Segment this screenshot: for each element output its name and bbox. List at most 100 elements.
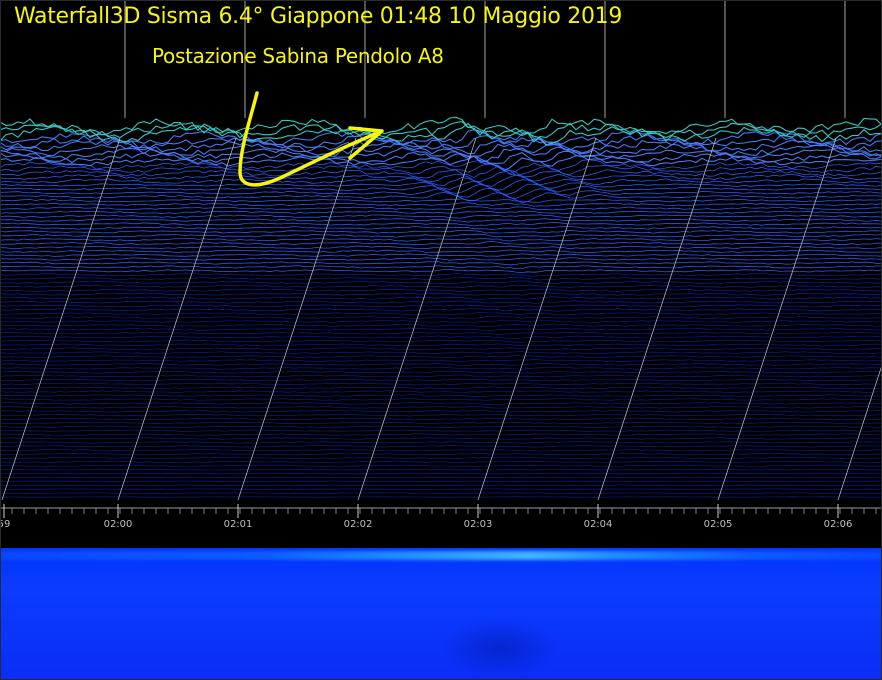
waterfall-trace (0, 229, 882, 234)
tick-label: 02:06 (823, 519, 853, 530)
waterfall-trace (0, 425, 882, 429)
waterfall-trace (0, 188, 882, 199)
spectrogram-band (0, 551, 882, 560)
waterfall-trace (0, 496, 882, 498)
waterfall-trace (0, 327, 882, 332)
waterfall-trace (0, 122, 882, 146)
waterfall-trace (0, 304, 882, 308)
waterfall-trace (0, 159, 882, 175)
waterfall-trace (0, 460, 882, 464)
waterfall-trace (0, 308, 882, 312)
waterfall-trace (0, 402, 882, 405)
waterfall-trace (0, 210, 882, 215)
waterfall-trace (0, 382, 882, 386)
waterfall-trace (0, 241, 882, 246)
waterfall-trace (0, 218, 882, 223)
waterfall-trace (0, 331, 882, 335)
waterfall-trace (0, 269, 882, 273)
waterfall-trace (0, 445, 882, 448)
spectrogram-panel (0, 548, 882, 680)
waterfall-trace (0, 355, 882, 359)
chart-title: Waterfall3D Sisma 6.4° Giappone 01:48 10… (14, 4, 623, 29)
waterfall-trace (0, 370, 882, 374)
time-grid-line (237, 137, 357, 501)
waterfall-trace (0, 492, 882, 494)
waterfall-trace (0, 165, 882, 179)
waterfall-trace (0, 276, 882, 281)
waterfall-trace (0, 358, 882, 363)
waterfall-trace (0, 253, 882, 257)
time-grid-line (597, 137, 717, 501)
waterfall-trace (0, 386, 882, 390)
spectrogram-shadow (440, 618, 560, 678)
waterfall-trace (0, 300, 882, 304)
waterfall-trace (0, 129, 882, 146)
tick-label: 02:04 (583, 519, 613, 530)
waterfall-3d-plot (0, 0, 882, 501)
time-grid-line (1, 137, 121, 501)
tick-label: 02:02 (343, 519, 373, 530)
vertical-grid-lines (124, 0, 846, 118)
waterfall-trace (0, 406, 882, 409)
time-grid-line (837, 363, 882, 501)
waterfall-trace (0, 146, 882, 163)
waterfall-trace (0, 347, 882, 351)
waterfall-trace (0, 134, 882, 151)
waterfall-trace (0, 429, 882, 432)
waterfall-trace (0, 265, 882, 270)
waterfall-trace (0, 366, 882, 370)
waterfall-trace (0, 121, 882, 143)
waterfall-trace (0, 456, 882, 460)
hand-drawn-arrow-icon (238, 91, 384, 187)
time-grid-line (477, 137, 597, 501)
waterfall-trace (0, 245, 882, 250)
waterfall-trace (0, 351, 882, 355)
waterfall-trace (0, 452, 882, 456)
waterfall-trace (0, 288, 882, 293)
waterfall-trace (0, 238, 882, 242)
waterfall-trace (0, 222, 882, 227)
waterfall-trace (0, 421, 882, 425)
chart-subtitle: Postazione Sabina Pendolo A8 (152, 44, 444, 68)
waterfall-trace (0, 488, 882, 490)
waterfall-trace (0, 249, 882, 253)
waterfall-trace (0, 323, 882, 328)
tick-label: 59 (0, 519, 11, 530)
waterfall-trace (0, 284, 882, 289)
time-axis: 59 02:00 02:01 02:02 02:03 02:04 02:05 0… (0, 500, 882, 548)
waterfall-trace (0, 169, 882, 183)
waterfall-trace (0, 448, 882, 452)
waterfall-trace (0, 394, 882, 397)
waterfall-trace (0, 142, 882, 159)
waterfall-trace (0, 468, 882, 471)
waterfall-trace (0, 472, 882, 475)
tick-label: 02:01 (223, 519, 253, 530)
time-axis-ticks (0, 504, 882, 518)
waterfall-trace (0, 174, 882, 187)
waterfall-trace (0, 315, 882, 320)
waterfall-trace (0, 343, 882, 347)
waterfall-trace (0, 464, 882, 467)
waterfall-trace (0, 417, 882, 421)
waterfall-trace (0, 335, 882, 339)
waterfall-trace (0, 441, 882, 444)
waterfall-trace (0, 378, 882, 382)
waterfall-trace (0, 476, 882, 479)
waterfall-trace (0, 311, 882, 316)
waterfall-trace (0, 179, 882, 191)
waterfall-trace (0, 214, 882, 219)
waterfall-traces (0, 116, 882, 498)
waterfall-trace (0, 480, 882, 483)
waterfall-trace (0, 484, 882, 487)
time-grid-line (717, 137, 837, 501)
waterfall-trace (0, 410, 882, 413)
waterfall-trace (0, 292, 882, 296)
waterfall-trace (0, 233, 882, 238)
time-grid-line (357, 137, 477, 501)
waterfall-trace (0, 374, 882, 378)
waterfall-trace (0, 433, 882, 436)
tick-label: 02:05 (703, 519, 733, 530)
waterfall-trace (0, 339, 882, 343)
waterfall-trace (0, 198, 882, 203)
